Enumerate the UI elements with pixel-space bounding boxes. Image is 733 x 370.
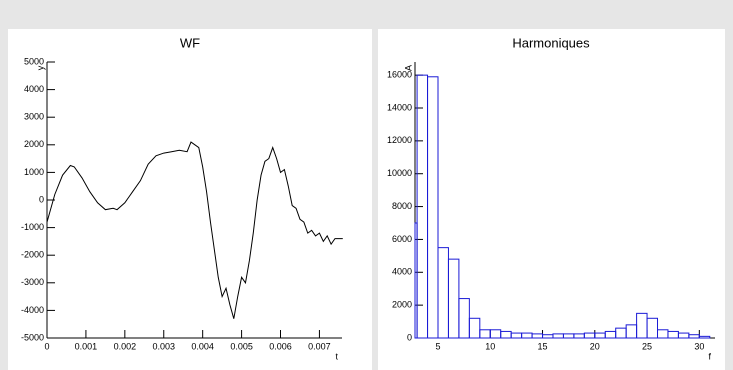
histogram-bar bbox=[646, 317, 659, 339]
x-tick-label: 20 bbox=[590, 341, 600, 351]
x-tick-label: 0 bbox=[44, 341, 49, 351]
y-tick-label: 10000 bbox=[387, 168, 412, 178]
y-tick-label: -5000 bbox=[21, 332, 44, 342]
chart-title: WF bbox=[180, 35, 200, 50]
chart-title: Harmoniques bbox=[512, 35, 590, 50]
y-tick-label: 16000 bbox=[387, 70, 412, 80]
x-tick-label: 30 bbox=[694, 341, 704, 351]
y-tick-label: 3000 bbox=[24, 112, 44, 122]
x-tick-label: 0.005 bbox=[230, 341, 253, 351]
y-tick-label: 4000 bbox=[392, 267, 412, 277]
x-tick-label: 0.004 bbox=[191, 341, 214, 351]
y-tick-label: 0 bbox=[407, 332, 412, 342]
histogram-bar bbox=[698, 335, 711, 339]
x-tick-label: 5 bbox=[435, 341, 440, 351]
x-tick-label: 15 bbox=[538, 341, 548, 351]
y-tick-label: -2000 bbox=[21, 250, 44, 260]
y-tick-label: 1000 bbox=[24, 167, 44, 177]
x-tick-label: 0.002 bbox=[114, 341, 137, 351]
toolbar bbox=[0, 0, 733, 28]
y-tick-label: -3000 bbox=[21, 277, 44, 287]
y-tick-label: 12000 bbox=[387, 135, 412, 145]
y-tick-label: 2000 bbox=[392, 300, 412, 310]
waveform-line bbox=[46, 141, 343, 319]
y-axis-label: A bbox=[403, 65, 413, 71]
y-tick-label: 14000 bbox=[387, 102, 412, 112]
y-tick-label: 8000 bbox=[392, 201, 412, 211]
x-axis-label: f bbox=[708, 351, 711, 361]
y-axis-label: y bbox=[35, 65, 45, 70]
y-tick-label: 5000 bbox=[24, 56, 44, 66]
x-tick-label: 25 bbox=[642, 341, 652, 351]
x-tick-label: 10 bbox=[485, 341, 495, 351]
histogram-bar bbox=[468, 317, 481, 339]
y-tick-label: 6000 bbox=[392, 234, 412, 244]
x-axis-label: t bbox=[335, 351, 338, 361]
y-tick-label: 0 bbox=[39, 194, 44, 204]
x-tick-label: 0.006 bbox=[269, 341, 292, 351]
y-tick-label: -1000 bbox=[21, 222, 44, 232]
y-tick-label: 2000 bbox=[24, 139, 44, 149]
x-tick-label: 0.007 bbox=[308, 341, 331, 351]
x-tick-label: 0.003 bbox=[152, 341, 175, 351]
right-pad bbox=[378, 29, 725, 370]
x-tick-label: 0.001 bbox=[75, 341, 98, 351]
histogram-bar bbox=[427, 76, 439, 339]
y-tick-label: 4000 bbox=[24, 84, 44, 94]
left-pad bbox=[8, 29, 372, 370]
y-tick-label: -4000 bbox=[21, 305, 44, 315]
